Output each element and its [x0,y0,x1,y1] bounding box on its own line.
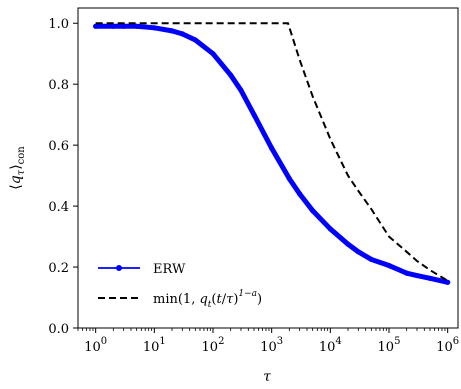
y-tick-label: 0.8 [48,78,69,93]
legend-label-erw: ERW [153,262,186,277]
series-point [238,87,244,93]
legend-label-bound: min(1, qt(t/τ)1−a) [153,289,262,310]
y-tick-label: 0.2 [48,261,69,276]
plot-frame [77,7,459,329]
y-axis-label: ⟨qτ⟩con [8,146,27,190]
y-tick-label: 0.0 [48,322,69,337]
series-point [386,262,392,269]
series-line-2 [95,22,449,282]
x-tick-label: 106 [436,336,459,355]
series-point [93,23,99,29]
series-point [297,191,303,197]
axes-layer: 100 101 102 103 104 105 106 0.0 0.2 0.4 0.6 0.8 1.0 [48,17,459,355]
series-point [228,72,234,78]
series-point [445,279,451,285]
y-tick-label: 0.4 [48,200,69,215]
legend: ERW min(1, qt(t/τ)1−a) [98,252,262,310]
series-point [368,256,374,263]
x-tick-label: 104 [319,336,342,355]
x-tick-label: 103 [260,336,283,355]
plot-area [77,7,459,329]
series-point [355,249,361,255]
series-point [179,31,185,37]
series-line-1 [93,23,451,285]
x-tick-label: 105 [378,336,401,355]
series-point [404,270,410,276]
series-point [345,241,351,247]
y-axis-label-text: ⟨qτ⟩con [8,146,27,190]
y-tick-label: 0.6 [48,139,69,154]
x-axis-label: τ [263,369,271,385]
series-point [251,112,257,118]
series-point [286,176,292,182]
y-tick-label: 1.0 [48,17,69,32]
series-point [192,37,198,43]
series-layer [93,22,451,285]
series-point [110,23,116,29]
series-point [427,275,433,281]
x-tick-label: 101 [143,336,166,355]
series-point [414,272,420,279]
x-tick-label: 100 [84,336,107,355]
x-tick-label: 102 [202,336,225,355]
series-point [169,28,175,34]
series-point [269,145,275,151]
series-point [151,25,157,31]
series-point [134,23,140,29]
legend-marker-erw [116,265,122,271]
series-point [310,208,316,214]
series-point [327,226,333,232]
series-point [121,23,127,29]
legend-anchor [100,252,101,253]
series-point [210,51,216,57]
